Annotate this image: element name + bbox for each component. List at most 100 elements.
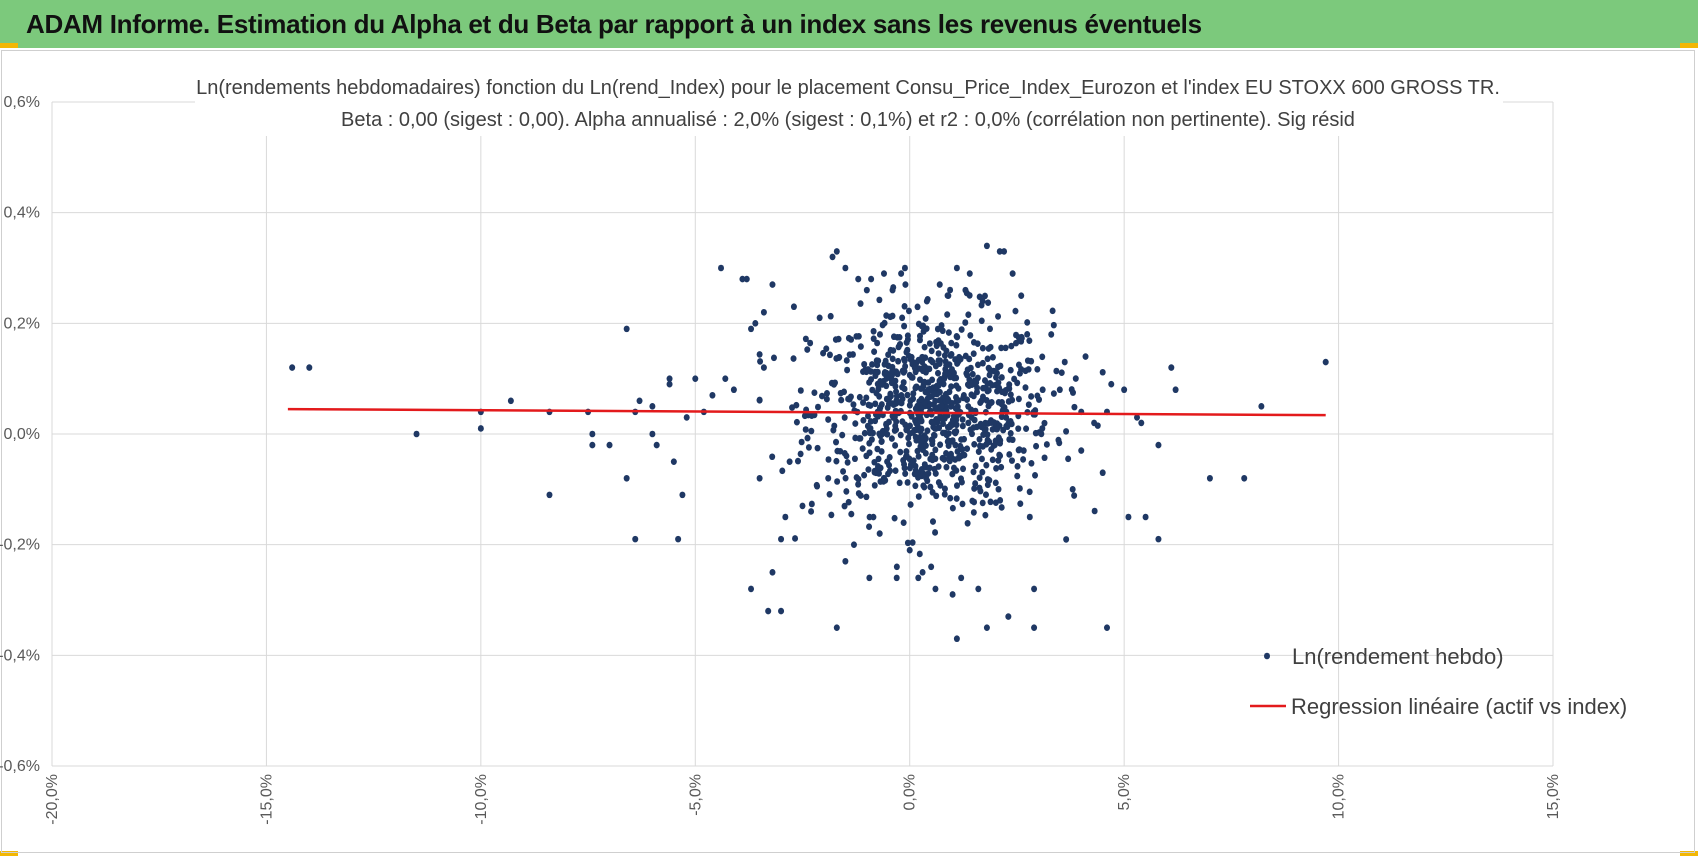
scatter-point: [844, 366, 851, 374]
scatter-point: [879, 381, 886, 388]
scatter-point: [953, 374, 960, 382]
scatter-point: [904, 539, 911, 547]
scatter-point: [1032, 471, 1039, 479]
scatter-point: [790, 355, 797, 362]
x-tick-label: -15,0%: [258, 774, 275, 825]
scatter-point: [887, 346, 894, 354]
scatter-point: [850, 401, 857, 408]
scatter-point: [921, 343, 928, 351]
scatter-point: [878, 401, 885, 408]
scatter-point: [823, 345, 830, 352]
scatter-point: [831, 422, 838, 430]
corner-marker-top-left: [0, 43, 18, 48]
scatter-point: [931, 465, 938, 473]
scatter-point: [942, 358, 949, 365]
scatter-point: [760, 364, 767, 371]
scatter-point: [918, 395, 925, 403]
scatter-point: [964, 519, 971, 527]
scatter-point: [1053, 367, 1060, 375]
scatter-point: [1005, 613, 1012, 620]
scatter-point: [1007, 429, 1014, 437]
scatter-point: [978, 423, 985, 431]
scatter-point: [971, 485, 978, 492]
scatter-point: [901, 322, 908, 330]
scatter-point: [959, 422, 966, 430]
scatter-point: [989, 353, 996, 361]
scatter-point: [998, 374, 1005, 381]
scatter-point: [825, 474, 832, 482]
scatter-point: [1099, 469, 1106, 477]
scatter-point: [997, 437, 1004, 444]
scatter-point: [973, 388, 980, 396]
scatter-point: [987, 366, 994, 374]
scatter-point: [904, 332, 911, 340]
scatter-point: [779, 467, 786, 475]
scatter-point: [906, 440, 913, 448]
scatter-point: [975, 448, 982, 455]
scatter-point: [1028, 460, 1035, 467]
scatter-point: [977, 487, 984, 495]
scatter-point: [870, 327, 877, 335]
scatter-point: [907, 501, 914, 508]
chart-title-line: Ln(rendements hebdomadaires) fonction du…: [196, 77, 1500, 99]
scatter-point: [811, 389, 818, 397]
scatter-point: [623, 325, 630, 333]
scatter-point: [1031, 624, 1038, 631]
scatter-point: [934, 382, 941, 390]
scatter-point: [945, 430, 952, 437]
scatter-point: [941, 485, 948, 493]
scatter-point: [1142, 513, 1149, 521]
scatter-point: [1050, 390, 1057, 397]
scatter-point: [967, 332, 974, 339]
scatter-point: [875, 385, 882, 393]
scatter-point: [866, 574, 873, 582]
scatter-point: [947, 494, 954, 502]
scatter-point: [950, 464, 957, 472]
scatter-point: [1056, 386, 1063, 394]
scatter-point: [935, 357, 942, 364]
scatter-point: [938, 322, 945, 329]
scatter-point: [949, 416, 956, 424]
scatter-point: [929, 489, 936, 496]
scatter-point: [1072, 375, 1079, 382]
scatter-point: [915, 453, 922, 460]
scatter-point: [986, 371, 993, 379]
scatter-point: [792, 535, 799, 542]
scatter-point: [927, 483, 934, 491]
legend-label-scatter: Ln(rendement hebdo): [1292, 644, 1504, 669]
scatter-point: [900, 519, 907, 526]
scatter-point: [1028, 393, 1035, 400]
scatter-point: [975, 585, 982, 593]
scatter-point: [989, 426, 996, 433]
scatter-point: [994, 425, 1001, 433]
scatter-point: [871, 482, 878, 489]
scatter-point: [972, 480, 979, 487]
scatter-point: [843, 357, 850, 364]
scatter-point: [1007, 417, 1014, 425]
scatter-point: [1005, 385, 1012, 392]
scatter-point: [1049, 307, 1056, 315]
x-tick-label: 10,0%: [1331, 774, 1348, 819]
scatter-point: [932, 585, 939, 593]
scatter-point: [884, 404, 891, 411]
scatter-point: [843, 488, 850, 495]
scatter-point: [827, 312, 834, 320]
scatter-point: [855, 275, 862, 283]
scatter-point: [1026, 513, 1033, 521]
scatter-point: [898, 270, 905, 277]
legend: Ln(rendement hebdo) Regression linéaire (…: [1250, 644, 1627, 719]
scatter-point: [1011, 375, 1018, 383]
scatter-point: [1008, 457, 1015, 464]
scatter-point: [865, 466, 872, 473]
scatter-point: [793, 401, 800, 409]
scatter-point: [997, 362, 1004, 370]
scatter-point: [1103, 624, 1110, 631]
scatter-point: [916, 550, 923, 558]
scatter-point: [842, 557, 849, 565]
scatter-point: [935, 479, 942, 486]
scatter-point: [756, 351, 763, 358]
scatter-point: [844, 459, 851, 466]
scatter-point: [1108, 380, 1115, 388]
scatter-point: [876, 331, 883, 338]
scatter-point: [1050, 321, 1057, 329]
